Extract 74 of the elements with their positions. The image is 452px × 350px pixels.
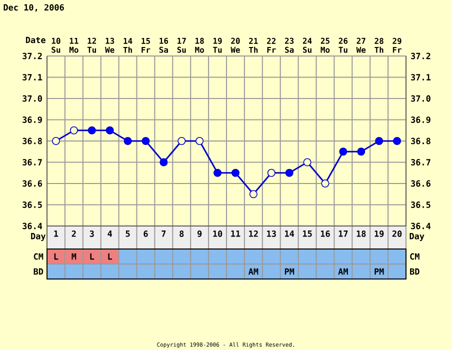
- y2-tick-label: 36.6: [411, 180, 430, 187]
- point: [196, 137, 204, 145]
- text: L: [90, 253, 94, 260]
- y-tick-label: 37.0: [22, 95, 42, 102]
- y2-tick-label: CM: [410, 253, 420, 260]
- x-tick-label: 18: [356, 230, 366, 237]
- point: [142, 137, 150, 145]
- y-tick-label: 37.2: [22, 52, 42, 60]
- point: [52, 137, 60, 145]
- y-tick-label: 36.5: [22, 202, 42, 208]
- x-tick-label: 15: [302, 230, 312, 237]
- y-tick-label: 36.4: [22, 222, 42, 230]
- x-tick-label: 6: [144, 230, 148, 237]
- x-tick-label: 10: [213, 230, 222, 237]
- y2-tick-label: 36.4: [411, 222, 431, 230]
- point: [285, 168, 294, 177]
- point: [375, 137, 384, 145]
- chart-title: Dec 10, 2006: [4, 4, 64, 12]
- point: [214, 168, 222, 177]
- x-tick-label: 17: [338, 230, 348, 237]
- x-tick-label: 8: [180, 230, 184, 237]
- text: Day: [410, 233, 424, 241]
- x-tick-label: 4: [108, 230, 112, 237]
- x-tick-label: 5: [126, 230, 130, 237]
- point: [88, 126, 96, 134]
- point: [303, 158, 312, 166]
- y-tick-label: CM: [34, 253, 44, 260]
- x-tick-label: 14: [285, 230, 294, 237]
- x-tick-label: 7: [162, 230, 166, 237]
- x-tick-label: 12: [249, 230, 258, 237]
- x-tick-label: 20: [392, 230, 402, 237]
- point: [321, 180, 330, 188]
- y2-tick-label: 36.5: [411, 202, 430, 208]
- x-tick-label: 16: [320, 230, 330, 237]
- x-tick-label: 1: [54, 230, 58, 237]
- x-tick-label: 11: [231, 230, 240, 237]
- y2-tick-label: 37.1: [411, 74, 431, 80]
- y2-tick-label: 37.0: [411, 95, 430, 102]
- x-tick-label: 2: [72, 230, 76, 237]
- text: AM: [338, 268, 348, 275]
- point: [249, 190, 258, 198]
- text: AM: [248, 268, 258, 275]
- point: [393, 137, 402, 145]
- text: PM: [374, 268, 384, 275]
- point: [160, 158, 168, 166]
- point: [106, 126, 114, 134]
- text: PM: [284, 268, 294, 275]
- point: [124, 137, 132, 145]
- y2-tick-label: 37.2: [411, 52, 430, 60]
- x-tick-label: 13: [267, 230, 276, 237]
- x-tick-label: 9: [197, 230, 202, 237]
- y2-tick-label: 36.8: [411, 138, 430, 144]
- point: [357, 148, 366, 156]
- point: [70, 126, 78, 134]
- point: [231, 168, 240, 177]
- y-tick-label: BD: [34, 268, 44, 275]
- text: L: [108, 253, 112, 260]
- x2-axis-title: Date: [26, 36, 46, 44]
- y-tick-label: 37.1: [22, 74, 42, 80]
- text: M: [72, 253, 76, 260]
- y2-tick-label: 36.9: [411, 116, 430, 123]
- y-tick-label: 36.8: [22, 138, 42, 144]
- y2-tick-label: BD: [410, 268, 420, 275]
- y2-tick-label: 36.7: [411, 159, 430, 166]
- y-tick-label: 36.9: [22, 116, 42, 123]
- point: [267, 168, 276, 177]
- y-tick-label: 36.6: [22, 180, 42, 187]
- x-tick-label: 3: [90, 230, 94, 237]
- y-tick-label: 36.7: [22, 159, 42, 166]
- point: [178, 137, 186, 145]
- x-axis-title: Day: [31, 233, 46, 241]
- point: [339, 148, 348, 156]
- text: L: [54, 253, 58, 260]
- x-tick-label: 19: [374, 230, 384, 237]
